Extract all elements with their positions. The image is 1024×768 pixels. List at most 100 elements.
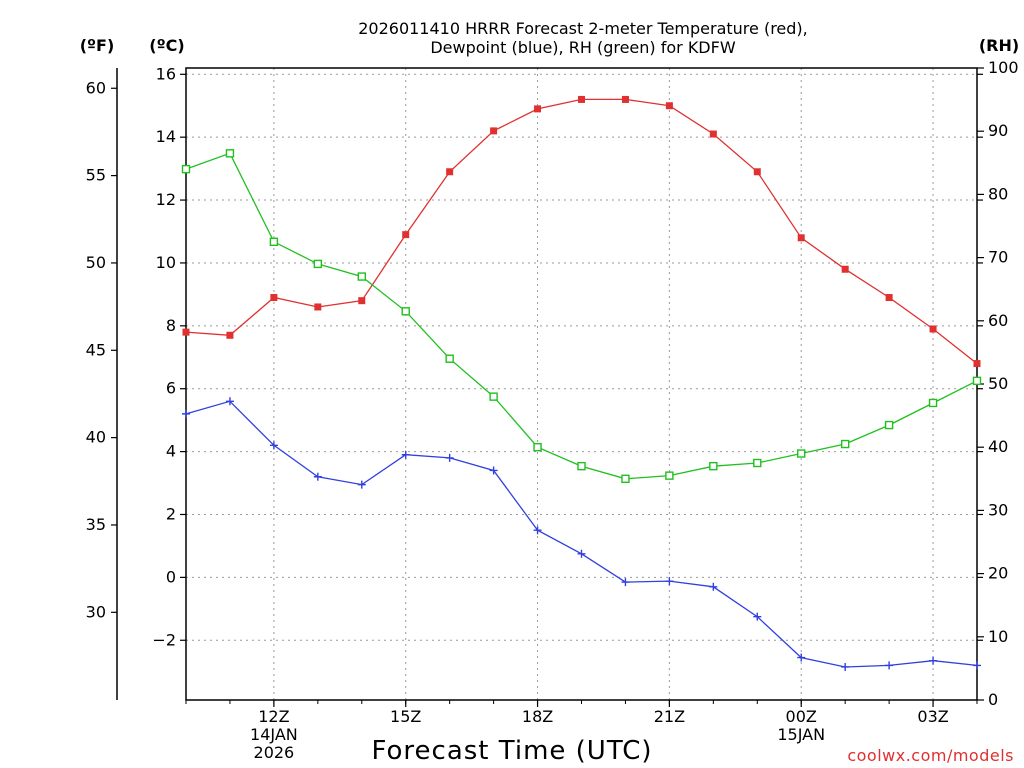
rh-tick-label: 80 bbox=[988, 184, 1008, 203]
dewpoint-point bbox=[445, 453, 454, 462]
x-axis-title: Forecast Time (UTC) bbox=[371, 736, 652, 766]
rh-point bbox=[269, 237, 279, 247]
x-tick-label: 18Z bbox=[522, 707, 553, 726]
rh-point bbox=[840, 439, 850, 449]
dewpoint-point bbox=[885, 661, 894, 670]
rh-point bbox=[225, 149, 235, 158]
temperature-point bbox=[446, 168, 454, 176]
x-tick-label: 14JAN bbox=[250, 725, 298, 744]
temperature-point bbox=[182, 328, 190, 336]
dewpoint-point bbox=[841, 662, 850, 671]
dewpoint-point bbox=[313, 472, 322, 481]
rh-tick-label: 60 bbox=[988, 311, 1008, 330]
fahrenheit-tick-label: 35 bbox=[86, 515, 106, 534]
temperature-point bbox=[621, 95, 629, 103]
temperature-point bbox=[358, 297, 366, 305]
rh-series-line bbox=[185, 152, 978, 480]
celsius-tick-label: 2 bbox=[166, 504, 176, 523]
rh-tick-label: 30 bbox=[988, 500, 1008, 519]
temperature-point bbox=[578, 95, 585, 103]
temperature-point bbox=[534, 105, 542, 113]
temperature-point bbox=[973, 360, 981, 368]
temperature-point bbox=[665, 102, 673, 110]
dewpoint-point bbox=[533, 526, 542, 535]
temperature-point bbox=[402, 231, 410, 239]
temperature-series-line bbox=[185, 98, 978, 365]
fahrenheit-tick-label: 30 bbox=[86, 602, 106, 621]
rh-point bbox=[972, 376, 982, 386]
fahrenheit-tick-label: 50 bbox=[86, 253, 106, 272]
axes: −2 0 2 4 6 8 10 12 14 16 30 35 40 45 50 55 60 0 10 20 30 40 50… bbox=[86, 58, 1019, 762]
temperature-point bbox=[314, 303, 322, 311]
temperature-point bbox=[929, 325, 937, 333]
dewpoint-series-line bbox=[185, 400, 978, 668]
gridlines bbox=[186, 68, 977, 700]
credit-label: coolwx.com/models bbox=[847, 746, 1014, 765]
fahrenheit-tick-label: 45 bbox=[86, 340, 106, 359]
rh-point bbox=[709, 461, 718, 471]
rh-tick-label: 0 bbox=[988, 690, 998, 709]
x-tick-label: 21Z bbox=[654, 707, 685, 726]
dewpoint-point bbox=[621, 578, 630, 587]
rh-tick-label: 90 bbox=[988, 121, 1008, 140]
x-tick-label: 03Z bbox=[917, 707, 948, 726]
rh-point bbox=[357, 272, 366, 281]
chart-title-line-2: Dewpoint (blue), RH (green) for KDFW bbox=[430, 38, 736, 57]
dewpoint-point bbox=[225, 397, 234, 406]
rh-point bbox=[577, 461, 586, 471]
rh-point bbox=[753, 458, 762, 468]
dewpoint-point bbox=[973, 661, 981, 670]
rh-tick-label: 70 bbox=[988, 248, 1008, 267]
celsius-tick-label: 16 bbox=[156, 64, 176, 83]
rh-tick-label: 20 bbox=[988, 564, 1008, 583]
rh-tick-label: 50 bbox=[988, 374, 1008, 393]
dewpoint-point bbox=[709, 582, 718, 591]
celsius-tick-label: 4 bbox=[166, 442, 176, 461]
temperature-point bbox=[270, 294, 278, 302]
dewpoint-point bbox=[577, 549, 586, 558]
temperature-point bbox=[709, 130, 717, 138]
rh-point bbox=[884, 420, 894, 430]
rh-point bbox=[401, 307, 410, 316]
temperature-point bbox=[797, 234, 805, 242]
x-tick-label: 00Z bbox=[786, 707, 817, 726]
rh-unit-label: (RH) bbox=[979, 36, 1019, 55]
x-tick-label: 15Z bbox=[390, 707, 421, 726]
dewpoint-point bbox=[753, 612, 762, 621]
dewpoint-point bbox=[665, 577, 674, 586]
celsius-tick-label: 14 bbox=[156, 127, 176, 146]
temperature-point bbox=[753, 168, 761, 176]
rh-tick-label: 100 bbox=[988, 58, 1019, 77]
rh-point bbox=[621, 474, 630, 483]
fahrenheit-unit-label: (ºF) bbox=[80, 36, 115, 55]
rh-point bbox=[665, 471, 674, 480]
rh-point bbox=[928, 398, 938, 408]
series-lines bbox=[181, 95, 982, 671]
rh-point bbox=[533, 443, 542, 452]
celsius-tick-label: 0 bbox=[166, 567, 176, 586]
celsius-tick-label: 6 bbox=[166, 379, 176, 398]
dewpoint-point bbox=[797, 653, 806, 662]
fahrenheit-tick-label: 60 bbox=[86, 78, 106, 97]
celsius-tick-label: −2 bbox=[152, 630, 176, 649]
rh-point bbox=[445, 354, 454, 363]
celsius-tick-label: 12 bbox=[156, 190, 176, 209]
dewpoint-point bbox=[929, 656, 938, 665]
dewpoint-point bbox=[401, 450, 410, 459]
chart-title: 2026011410 HRRR Forecast 2-meter Tempera… bbox=[358, 19, 808, 57]
dewpoint-point bbox=[489, 466, 498, 475]
rh-tick-label: 40 bbox=[988, 437, 1008, 456]
temperature-point bbox=[885, 294, 893, 302]
rh-point bbox=[489, 392, 498, 401]
temperature-point bbox=[490, 127, 498, 135]
rh-tick-label: 10 bbox=[988, 627, 1008, 646]
rh-point bbox=[181, 164, 191, 174]
x-tick-label: 12Z bbox=[258, 707, 289, 726]
fahrenheit-tick-label: 40 bbox=[86, 428, 106, 447]
celsius-tick-label: 10 bbox=[156, 253, 176, 272]
plot-frame bbox=[185, 67, 978, 701]
temperature-point bbox=[841, 265, 849, 273]
x-tick-label: 2026 bbox=[254, 743, 295, 762]
rh-point bbox=[797, 449, 806, 458]
